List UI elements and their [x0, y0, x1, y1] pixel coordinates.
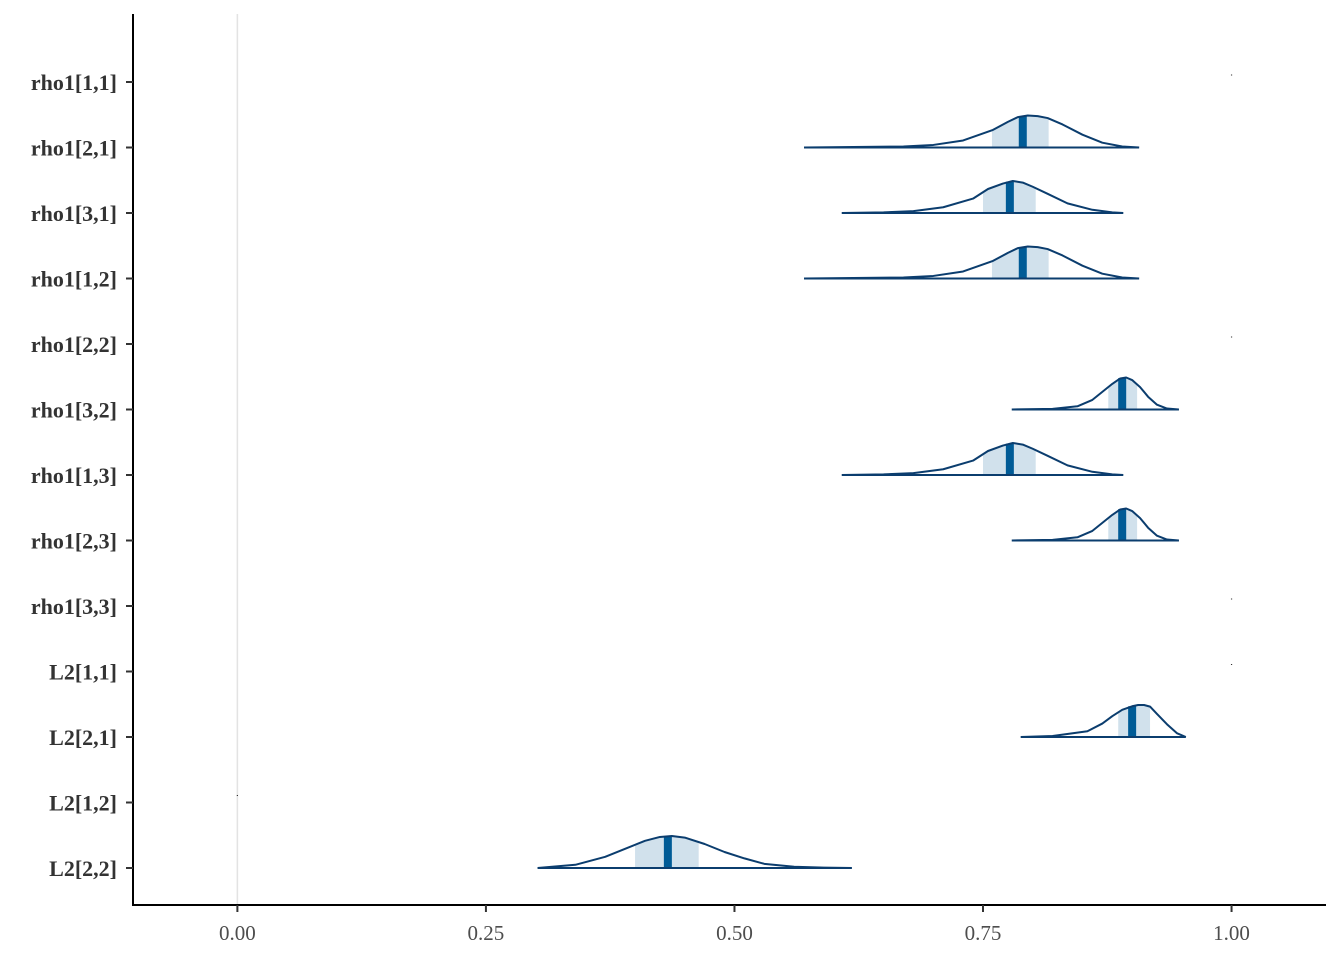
y-tick-label: rho1[2,3]: [31, 529, 117, 554]
x-tick-label: 0.25: [468, 921, 505, 945]
y-tick-label: L2[2,2]: [49, 856, 117, 881]
y-tick-label: L2[1,2]: [49, 791, 117, 816]
y-tick-label: L2[1,1]: [49, 660, 117, 685]
density-curve: [804, 114, 1140, 149]
density-curve: [804, 245, 1140, 280]
y-axis-labels: rho1[1,1] rho1[2,1] rho1[3,1] rho1[1,2] rho1…: [31, 70, 133, 881]
density-curve: [841, 442, 1124, 476]
density-layer: [236, 74, 1233, 869]
x-tick-label: 0.50: [716, 921, 753, 945]
y-tick-label: rho1[3,2]: [31, 398, 117, 423]
y-tick-label: rho1[1,1]: [31, 70, 117, 95]
density-curve: [1011, 376, 1179, 411]
x-tick-label: 0.00: [219, 921, 256, 945]
x-tick-label: 1.00: [1213, 921, 1250, 945]
y-tick-label: rho1[3,3]: [31, 594, 117, 619]
density-curve: [1020, 704, 1187, 738]
x-tick-label: 0.75: [965, 921, 1002, 945]
density-curve: [1011, 507, 1179, 542]
y-tick-label: L2[2,1]: [49, 725, 117, 750]
x-axis-labels: 0.00 0.25 0.50 0.75 1.00: [219, 905, 1250, 945]
y-tick-label: rho1[1,2]: [31, 267, 117, 292]
y-tick-label: rho1[1,3]: [31, 463, 117, 488]
y-tick-label: rho1[3,1]: [31, 201, 117, 226]
y-tick-label: rho1[2,1]: [31, 136, 117, 161]
y-tick-label: rho1[2,2]: [31, 332, 117, 357]
density-curve: [841, 180, 1124, 214]
density-curve: [537, 835, 852, 869]
